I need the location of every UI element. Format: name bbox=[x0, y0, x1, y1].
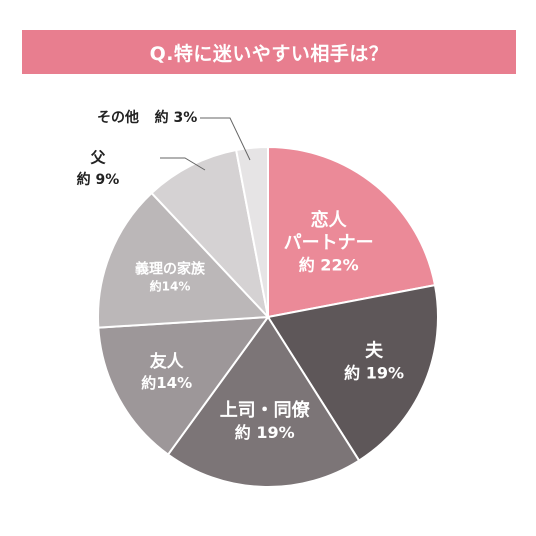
chart-title: Q.特に迷いやすい相手は？ bbox=[22, 30, 516, 74]
slice-label: 夫 bbox=[365, 340, 384, 362]
pie-slice bbox=[150, 148, 270, 321]
slice-label: 上司・同僚 bbox=[220, 399, 311, 421]
pie-slice bbox=[97, 315, 271, 456]
slice-label: パートナー bbox=[284, 233, 374, 254]
slice-value-label: 約14% bbox=[141, 374, 192, 392]
slice-label: その他 bbox=[97, 109, 139, 126]
slice-label: 恋人 bbox=[311, 209, 348, 231]
slice-value-label: 約 19% bbox=[344, 364, 404, 383]
pie-slice bbox=[266, 283, 439, 462]
slice-value-label: 約 22% bbox=[299, 256, 359, 275]
slice-label: 義理の家族 bbox=[135, 260, 206, 277]
slice-value-label: 約 19% bbox=[235, 423, 295, 442]
slice-label: 父 bbox=[89, 149, 106, 167]
pie-slice bbox=[166, 315, 361, 488]
leader-line bbox=[200, 117, 251, 161]
pie-slice bbox=[267, 145, 437, 319]
pie-slice bbox=[97, 191, 271, 329]
slice-value-label: 約14% bbox=[150, 278, 191, 293]
slice-label: 友人 bbox=[150, 351, 185, 372]
pie-slice bbox=[234, 145, 269, 318]
slice-value-label: 約 3% bbox=[155, 109, 198, 126]
leader-line bbox=[160, 157, 206, 171]
slice-value-label: 約 9% bbox=[77, 171, 120, 188]
